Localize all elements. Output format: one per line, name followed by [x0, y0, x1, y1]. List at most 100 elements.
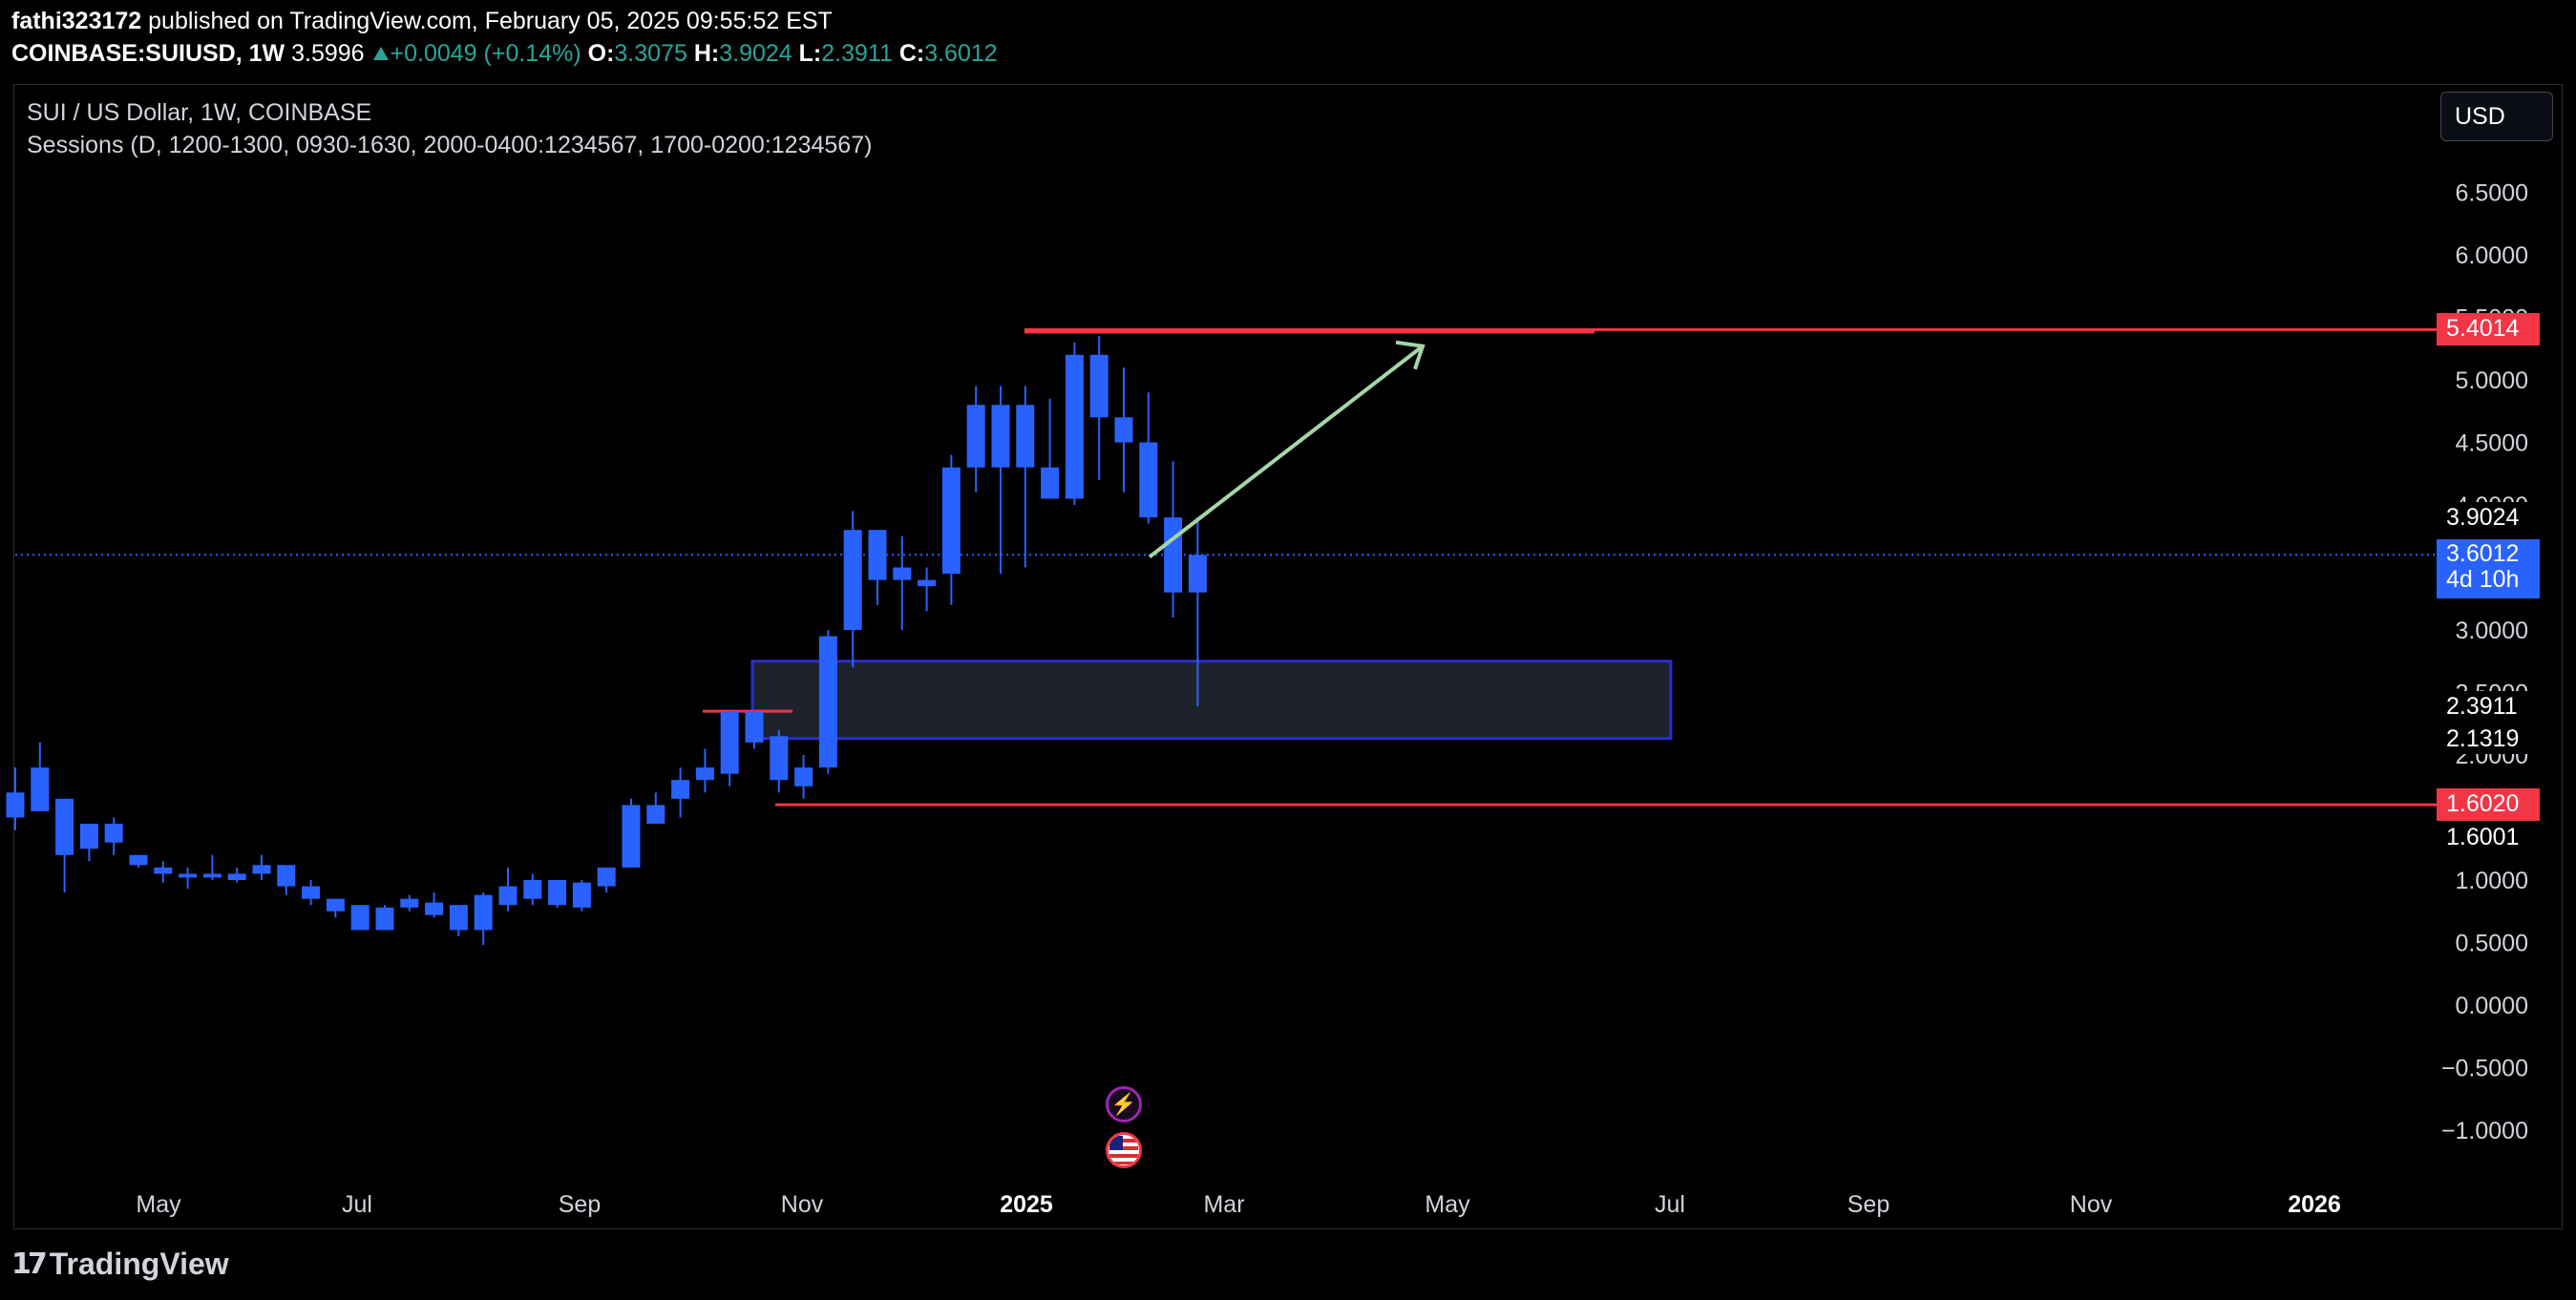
- candle-body: [1065, 354, 1084, 499]
- lightning-icon[interactable]: ⚡: [1106, 1086, 1142, 1122]
- y-axis-tick-label: 6.0000: [2456, 242, 2528, 269]
- up-triangle-icon: [372, 47, 389, 60]
- open-value: 3.3075: [614, 40, 687, 67]
- candle-body: [671, 780, 690, 799]
- support-price-tag: 1.6020: [2437, 788, 2540, 822]
- candle-body: [745, 711, 764, 743]
- brand-name: TradingView: [49, 1247, 229, 1281]
- y-axis-tick-label: −0.5000: [2441, 1056, 2528, 1082]
- x-axis-tick-label: May: [1425, 1191, 1470, 1218]
- current-price-value: 3.6012: [2446, 540, 2520, 568]
- candle-body: [31, 767, 50, 811]
- candle-body: [55, 798, 74, 855]
- candle-body: [252, 865, 271, 874]
- candle-body: [1164, 517, 1183, 593]
- candle-body: [79, 824, 98, 849]
- candle-body: [6, 792, 25, 818]
- low-price-label: 2.3911: [2437, 690, 2540, 722]
- candle-body: [277, 865, 296, 887]
- x-axis-tick-label: Mar: [1203, 1191, 1244, 1218]
- demand-zone-rectangle: [750, 660, 1673, 741]
- close-label: C:: [898, 40, 925, 67]
- candle-body: [474, 894, 493, 931]
- high-price-label: 3.9024: [2437, 501, 2540, 533]
- low-value: 2.3911: [821, 40, 893, 67]
- candle-body: [794, 767, 813, 786]
- low-label: L:: [798, 40, 822, 67]
- y-axis-tick-label: 4.5000: [2456, 430, 2528, 457]
- sessions-indicator-legend[interactable]: Sessions (D, 1200-1300, 0930-1630, 2000-…: [27, 132, 873, 158]
- chart-panel[interactable]: [13, 84, 2563, 1229]
- candle-body: [1114, 417, 1133, 443]
- candle-body: [498, 886, 517, 906]
- current-price-tag: 3.6012 4d 10h: [2437, 539, 2540, 599]
- candle-body: [597, 867, 616, 887]
- us-flag-icon[interactable]: [1106, 1132, 1142, 1168]
- projection-arrow-head: [1395, 340, 1425, 370]
- publish-info: fathi323172 published on TradingView.com…: [11, 8, 833, 35]
- symbol-name: COINBASE:SUIUSD, 1W: [11, 40, 285, 67]
- high-label: H:: [693, 40, 720, 67]
- candle-body: [523, 880, 542, 899]
- candle-body: [868, 530, 887, 580]
- candle-body: [154, 867, 173, 874]
- candle-body: [572, 882, 591, 908]
- y-axis-tick-label: 6.5000: [2456, 180, 2528, 207]
- candle-body: [918, 579, 937, 587]
- candle-body: [302, 886, 321, 899]
- candle-body: [646, 805, 665, 825]
- candle-body: [129, 854, 148, 866]
- close-value: 3.6012: [924, 40, 998, 67]
- projection-arrow-shaft: [1148, 345, 1425, 558]
- candle-body: [326, 898, 345, 912]
- x-axis-tick-label: Nov: [781, 1191, 824, 1218]
- candle-body: [720, 711, 739, 774]
- candle-body: [1089, 354, 1109, 418]
- y-axis-tick-label: 3.0000: [2456, 618, 2528, 644]
- y-axis-tick-label: 5.0000: [2456, 367, 2528, 394]
- y-axis-tick-label: −1.0000: [2441, 1118, 2528, 1144]
- resistance-price-tag: 5.4014: [2437, 313, 2540, 346]
- candle-body: [227, 873, 246, 880]
- candle-body: [548, 880, 567, 906]
- x-axis-tick-label: Jul: [1655, 1191, 1685, 1218]
- candle-body: [1041, 467, 1060, 499]
- x-axis-tick-label: Sep: [1848, 1191, 1890, 1218]
- x-axis-tick-label: May: [136, 1191, 181, 1218]
- candle-body: [622, 805, 641, 868]
- y-axis-tick-label: 1.0000: [2456, 868, 2528, 894]
- currency-button[interactable]: USD: [2440, 92, 2553, 141]
- candle-body: [966, 405, 985, 468]
- candle-body: [941, 467, 961, 575]
- candle-body: [104, 824, 123, 843]
- candle-body: [818, 636, 837, 768]
- support-below-price-label: 1.6001: [2437, 822, 2540, 853]
- candle-body: [1016, 405, 1035, 468]
- candle-body: [449, 905, 468, 931]
- candle-body: [375, 907, 394, 931]
- symbol-info-line: COINBASE:SUIUSD, 1W 3.5996 +0.0049 (+0.1…: [11, 40, 998, 68]
- y-axis-tick-label: 0.5000: [2456, 931, 2528, 957]
- candle-body: [893, 567, 912, 580]
- zone-bottom-price-label: 2.1319: [2437, 723, 2540, 754]
- price-change: +0.0049 (+0.14%): [390, 40, 581, 67]
- candle-body: [425, 902, 444, 915]
- x-axis-tick-label: Jul: [342, 1191, 372, 1218]
- bar-countdown: 4d 10h: [2446, 566, 2520, 594]
- tradingview-logo[interactable]: 𝟭𝟳 TradingView: [11, 1247, 229, 1282]
- candle-body: [350, 905, 370, 931]
- x-axis-tick-label: 2026: [2288, 1191, 2341, 1218]
- candle-body: [202, 873, 222, 878]
- x-axis-tick-label: Sep: [559, 1191, 601, 1218]
- candle-body: [770, 736, 789, 781]
- high-value: 3.9024: [719, 40, 792, 67]
- x-axis-tick-label: 2025: [1000, 1191, 1053, 1218]
- candle-body: [843, 530, 862, 630]
- candle-body: [1188, 555, 1207, 593]
- last-price: 3.5996: [291, 40, 365, 67]
- y-axis-tick-label: 0.0000: [2456, 993, 2528, 1019]
- candle-body: [400, 898, 419, 908]
- publisher-username[interactable]: fathi323172: [11, 8, 142, 34]
- candle-body: [179, 873, 198, 878]
